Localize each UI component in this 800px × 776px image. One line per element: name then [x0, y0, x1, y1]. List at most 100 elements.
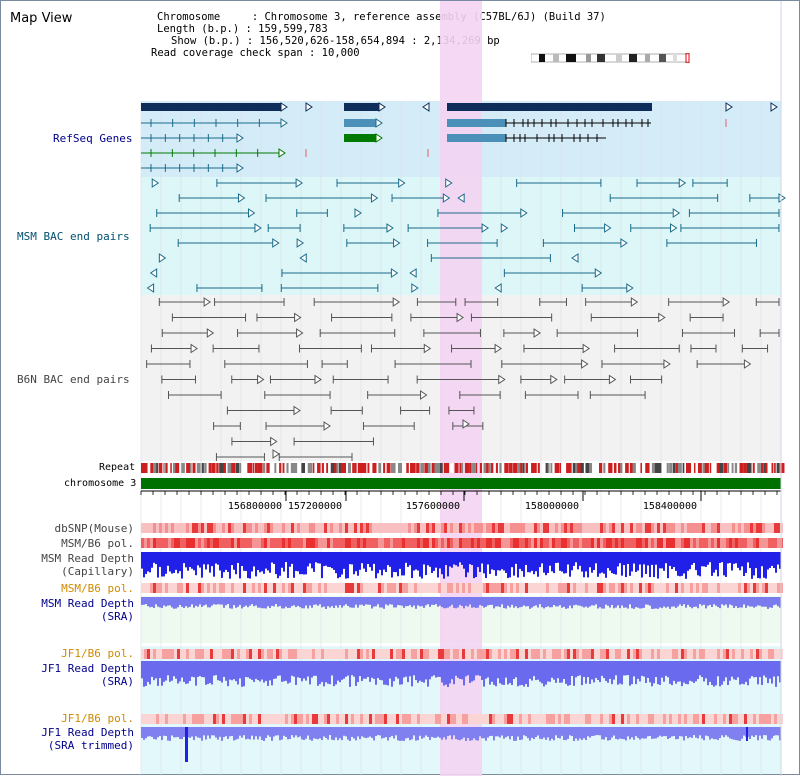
depth-bar — [329, 597, 331, 608]
repeat-element — [252, 463, 255, 473]
depth-bar — [739, 552, 741, 571]
depth-bar — [331, 727, 333, 740]
strand-arrow — [294, 312, 302, 323]
heat-cell — [252, 714, 255, 724]
heat-cell — [339, 583, 342, 593]
ruler: 156800000 157200000 157600000 158000000 1584… — [140, 490, 781, 512]
strand-arrow — [314, 374, 322, 385]
heat-cell — [153, 523, 156, 533]
heat-cell — [771, 714, 774, 724]
jf1-depth-trim-label-1: JF1 Read Depth — [41, 726, 134, 739]
repeat-element — [603, 463, 606, 473]
heat-cell — [387, 523, 390, 533]
heat-cell — [411, 538, 414, 548]
chromosome-ideogram[interactable] — [531, 53, 691, 63]
repeat-element — [669, 463, 673, 473]
depth-bar — [221, 661, 223, 683]
depth-bar — [349, 597, 351, 608]
heat-cell — [390, 538, 393, 548]
depth-bar — [619, 661, 621, 684]
heat-cell — [162, 649, 165, 659]
depth-bar — [551, 727, 553, 739]
heat-cell — [438, 523, 441, 533]
msm-bac-track-label[interactable]: MSM BAC end pairs — [17, 230, 130, 243]
heat-cell — [471, 714, 474, 724]
strand-arrow — [678, 178, 687, 188]
depth-bar — [737, 597, 739, 609]
heat-cell — [306, 523, 309, 533]
depth-bar — [707, 552, 709, 565]
depth-bar — [175, 552, 177, 570]
heat-cell — [693, 583, 696, 593]
depth-bar — [721, 661, 723, 685]
depth-bar — [477, 727, 479, 741]
heat-cell — [492, 583, 495, 593]
depth-bar — [239, 597, 241, 605]
repeat-element — [172, 463, 177, 473]
strand-arrow — [456, 312, 464, 323]
b6n-bac-track-label[interactable]: B6N BAC end pairs — [17, 373, 130, 386]
depth-bar — [507, 727, 509, 737]
heat-cell — [531, 714, 534, 724]
repeat-element — [693, 463, 696, 473]
depth-bar — [415, 552, 417, 570]
depth-bar — [443, 727, 445, 738]
depth-bar — [311, 661, 313, 678]
heat-cell — [414, 538, 417, 548]
depth-bar — [623, 597, 625, 608]
depth-bar — [395, 597, 397, 608]
depth-bar — [633, 661, 635, 677]
depth-bar — [645, 552, 647, 574]
refseq-track-label[interactable]: RefSeq Genes — [53, 132, 133, 145]
depth-bar — [291, 727, 293, 736]
depth-bar — [487, 597, 489, 606]
heat-cell — [561, 583, 564, 593]
depth-bar — [445, 661, 447, 685]
depth-bar — [329, 552, 331, 568]
heat-cell — [495, 583, 498, 593]
repeat-element — [596, 463, 601, 473]
heat-cell — [246, 714, 249, 724]
heat-cell — [246, 649, 249, 659]
heat-cell — [684, 649, 687, 659]
depth-bar — [535, 661, 537, 681]
depth-bar — [721, 727, 723, 736]
heat-cell — [183, 583, 186, 593]
heat-cell — [441, 523, 444, 533]
heat-cell — [231, 649, 234, 659]
depth-bar — [677, 727, 679, 739]
heat-cell — [342, 523, 345, 533]
depth-bar — [413, 727, 415, 736]
depth-bar — [283, 552, 285, 572]
depth-bar — [427, 597, 429, 605]
depth-bar — [413, 597, 415, 606]
depth-bar — [237, 661, 239, 685]
heat-cell — [294, 649, 297, 659]
heat-cell — [708, 649, 711, 659]
depth-bar — [547, 552, 549, 573]
heat-cell — [717, 538, 720, 548]
depth-bar — [755, 597, 757, 607]
msm-depth-sra-label-2: (SRA) — [100, 610, 134, 623]
heat-cell — [177, 649, 180, 659]
depth-bar — [337, 727, 339, 741]
heat-cell — [252, 523, 255, 533]
depth-bar — [403, 552, 405, 576]
heat-cell — [390, 714, 393, 724]
depth-bar — [693, 661, 695, 683]
heat-cell — [231, 583, 234, 593]
heat-cell — [525, 649, 528, 659]
heat-cell — [228, 538, 231, 548]
depth-bar — [335, 727, 337, 738]
heat-cell — [726, 583, 729, 593]
heat-cell — [279, 583, 282, 593]
heat-cell — [303, 583, 306, 593]
depth-bar — [483, 727, 485, 739]
depth-bar — [695, 597, 697, 607]
depth-bar — [237, 597, 239, 607]
depth-bar — [531, 597, 533, 608]
heat-cell — [432, 583, 435, 593]
depth-bar — [633, 597, 635, 609]
repeat-element — [216, 463, 219, 473]
